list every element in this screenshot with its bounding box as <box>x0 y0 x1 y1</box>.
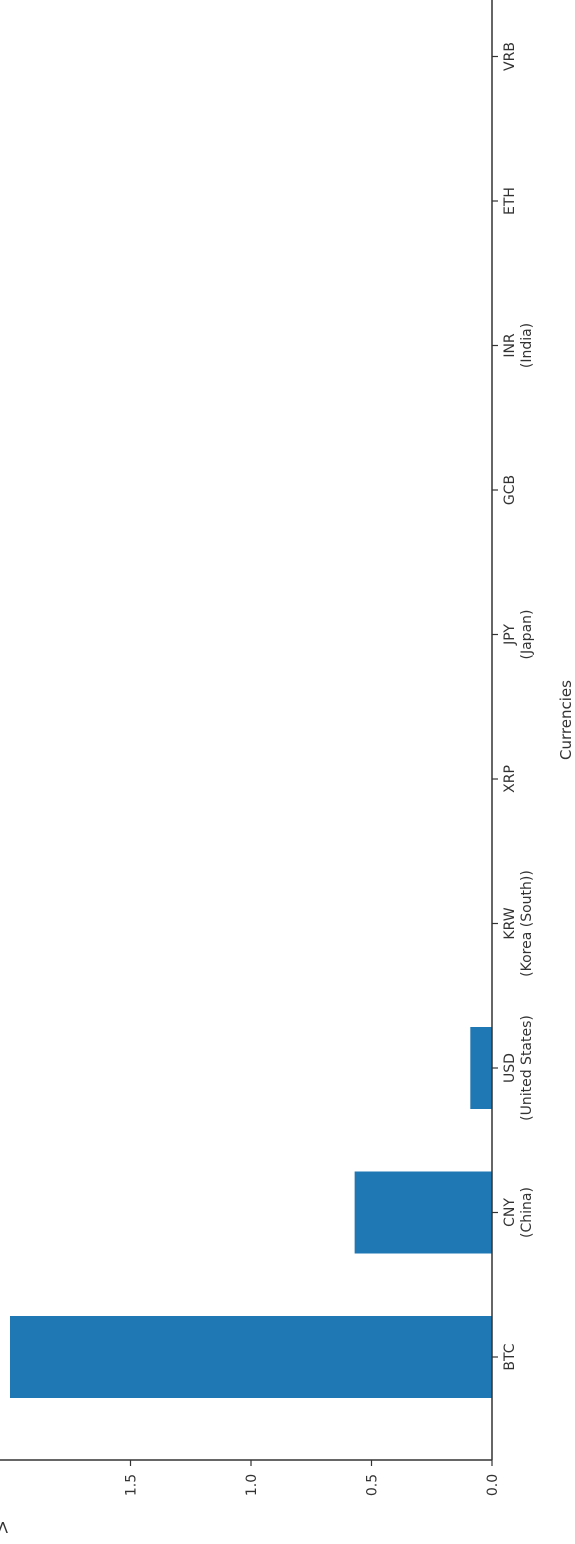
bar-cny <box>354 1171 492 1254</box>
bars-group <box>10 1027 492 1398</box>
category-label: ETH <box>502 187 518 215</box>
category-label: CNY(China) <box>502 1187 535 1238</box>
category-label: KRW(Korea (South)) <box>502 870 535 977</box>
bar-btc <box>10 1316 492 1398</box>
axes-group <box>0 0 498 1466</box>
category-label: BTC <box>502 1343 518 1370</box>
value-tick-label: 1.5 <box>124 1474 140 1496</box>
category-label: XRP <box>502 765 518 793</box>
value-tick-label: 0.5 <box>365 1474 381 1496</box>
y-axis-title: Volume (in X <box>0 1518 8 1536</box>
x-axis-title: Currencies <box>557 680 575 760</box>
category-label: USD(United States) <box>502 1015 535 1121</box>
category-label: JPY(Japan) <box>502 610 535 660</box>
category-label: INR(India) <box>502 323 535 368</box>
value-tick-label: 0.0 <box>485 1474 501 1496</box>
category-label: VRB <box>502 42 518 71</box>
bar-usd <box>470 1027 492 1109</box>
labels-group: BTC CNY(China) USD(United States) KRW(Korea… <box>0 42 575 1536</box>
category-label: GCB <box>502 475 518 505</box>
value-tick-label: 1.0 <box>244 1474 260 1496</box>
